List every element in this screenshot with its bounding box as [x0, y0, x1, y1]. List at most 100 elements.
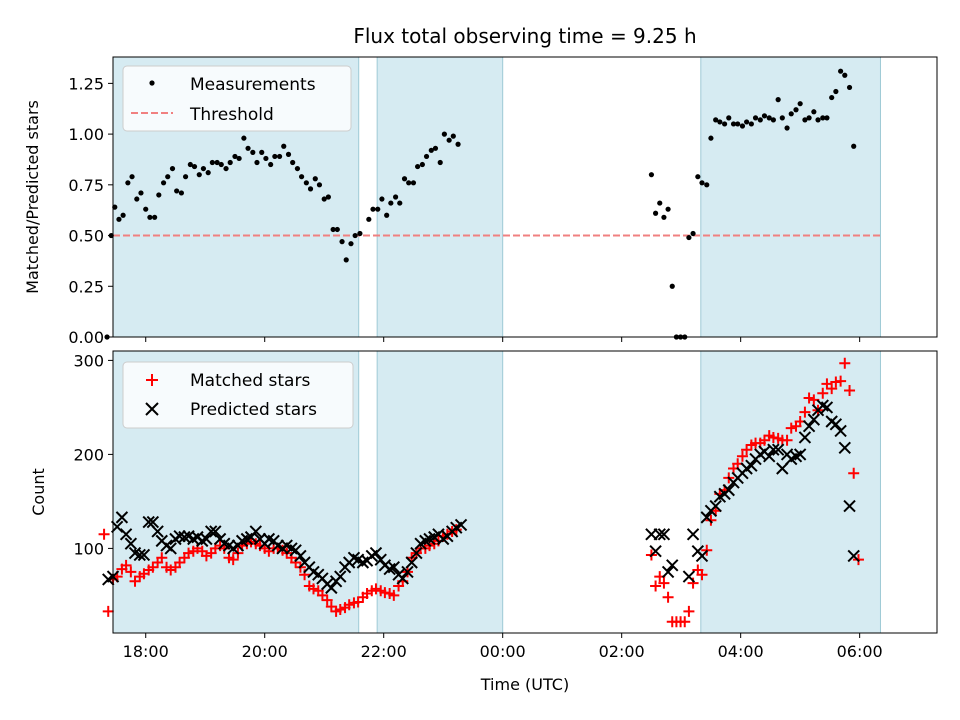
measurement-point — [401, 176, 408, 182]
predicted-star-point — [396, 572, 409, 585]
measurement-point — [450, 133, 456, 139]
bottom-x-tick-label: 22:00 — [361, 642, 407, 661]
measurement-point — [820, 115, 826, 121]
matched-star-point — [321, 594, 333, 606]
predicted-star-point — [209, 525, 222, 538]
measurement-point — [134, 196, 140, 202]
predicted-star-point — [847, 549, 860, 563]
predicted-star-point — [119, 528, 133, 541]
measurement-point — [169, 165, 176, 172]
measurement-point — [330, 226, 336, 233]
measurement-point — [648, 172, 655, 178]
matched-star-point — [679, 616, 691, 628]
predicted-star-point — [793, 448, 807, 461]
matched-star-point — [102, 605, 114, 617]
measurement-point — [370, 206, 376, 212]
measurement-point — [316, 182, 323, 188]
bottom-y-tick-label: 200 — [73, 445, 104, 464]
predicted-star-point — [294, 549, 307, 563]
measurement-point — [214, 159, 220, 166]
matched-star-point — [839, 357, 851, 369]
bottom-panel: 18:00 20:00 22:00 00:00 02:00 04:00 06:00 100 2… — [29, 350, 938, 694]
matched-star-point — [758, 434, 770, 446]
predicted-star-point — [829, 418, 843, 431]
predicted-star-point — [387, 560, 401, 574]
measurement-point — [423, 153, 430, 160]
measurement-point — [339, 239, 345, 245]
matched-star-point — [388, 589, 400, 601]
bottom-legend: Matched stars Predicted stars — [122, 361, 354, 429]
top-plot-frame — [112, 56, 938, 338]
matched-star-point — [848, 467, 860, 479]
matched-star-point — [803, 392, 815, 404]
measurement-point — [375, 206, 381, 212]
threshold-legend-label: Threshold — [189, 105, 274, 125]
top-y-tick-label: 0.75 — [68, 176, 104, 195]
measurement-point — [259, 149, 265, 155]
predicted-stars-legend-label: Predicted stars — [190, 400, 317, 420]
matched-star-point — [785, 422, 797, 434]
predicted-star-point — [133, 548, 146, 562]
measurement-point — [116, 216, 122, 222]
measurement-point — [846, 84, 853, 91]
measurement-point — [156, 192, 162, 198]
measurement-point — [232, 153, 238, 160]
predicted-star-point — [410, 546, 423, 560]
measurement-point — [842, 72, 848, 78]
measurement-point — [757, 117, 763, 123]
measurements-legend-marker — [149, 80, 155, 86]
top-panel: 0.00 0.25 0.50 0.75 1.00 1.25 Matched/Predict… — [23, 56, 938, 347]
measurement-point — [268, 161, 274, 168]
matched-star-point — [316, 589, 328, 601]
bottom-x-ticks: 18:00 20:00 22:00 00:00 02:00 04:00 06:00 — [123, 633, 883, 661]
measurement-point — [744, 119, 750, 125]
top-y-tick-label: 0.50 — [68, 227, 104, 246]
measurement-point — [766, 115, 772, 121]
measurement-point — [811, 109, 817, 115]
predicted-star-point — [686, 528, 700, 541]
measurement-point — [829, 94, 835, 101]
measurement-point — [699, 180, 705, 186]
measurement-point — [245, 145, 251, 151]
matched-star-point — [799, 406, 811, 418]
measurement-point — [708, 135, 714, 141]
top-y-axis-label: Matched/Predicted stars — [23, 100, 42, 294]
measurement-point — [125, 180, 131, 186]
matched-star-point — [334, 604, 346, 615]
measurement-point — [147, 214, 153, 220]
measurement-point — [196, 172, 202, 178]
measurement-point — [160, 180, 167, 186]
measurement-point — [129, 174, 135, 180]
measurement-point — [334, 226, 340, 233]
measurement-point — [205, 170, 211, 176]
measurement-point — [851, 143, 857, 149]
matched-star-point — [835, 375, 847, 387]
measurement-point — [281, 143, 287, 149]
bottom-y-ticks: 100 200 300 — [73, 351, 113, 558]
measurement-point — [298, 174, 305, 180]
measurement-point — [690, 230, 696, 237]
measurement-point — [748, 121, 754, 127]
measurement-point — [802, 117, 808, 123]
measurement-point — [263, 155, 269, 162]
measurement-point — [704, 182, 710, 188]
matched-star-point — [227, 554, 239, 566]
measurement-point — [695, 174, 701, 180]
bottom-shaded-interval-2 — [376, 350, 504, 634]
matched-star-point — [307, 583, 319, 595]
measurement-point — [410, 180, 417, 186]
matched-star-point — [826, 383, 838, 395]
measurement-point — [406, 180, 412, 186]
measurement-point — [730, 121, 737, 127]
predicted-star-point — [649, 545, 662, 558]
measurement-point — [254, 159, 260, 166]
measurement-point — [250, 149, 256, 155]
matched-star-point — [696, 569, 708, 581]
measurement-point — [788, 111, 794, 117]
predicted-star-point — [369, 546, 383, 560]
measurement-point — [138, 190, 144, 196]
measurement-point — [218, 161, 224, 168]
measurement-point — [366, 216, 372, 222]
predicted-star-point — [745, 459, 758, 472]
measurement-point — [200, 165, 207, 172]
